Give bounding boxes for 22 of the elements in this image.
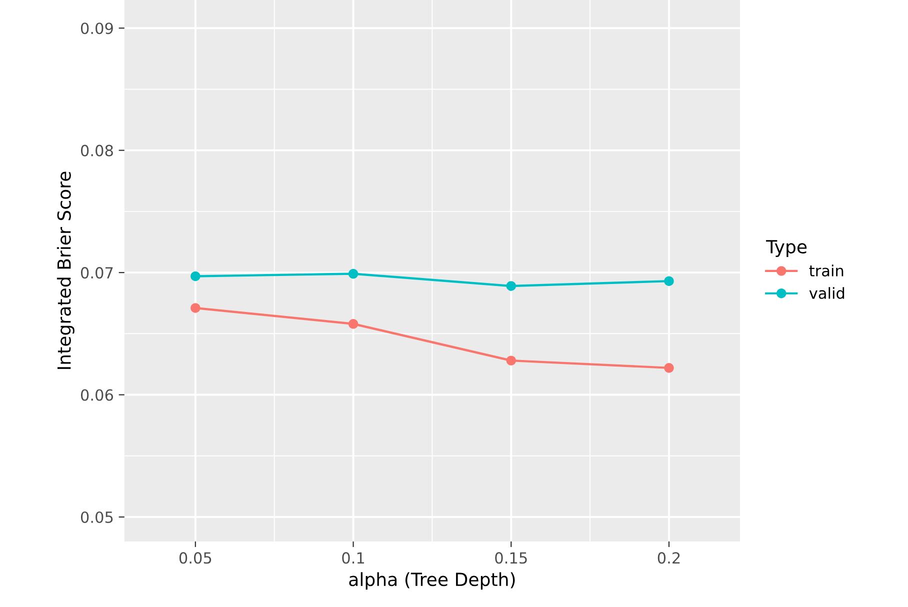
legend-title: Type xyxy=(766,240,807,258)
y-tick-label: 0.08 xyxy=(80,144,113,156)
point xyxy=(348,319,358,329)
legend-label: train xyxy=(809,264,844,276)
x-tick-label: 0.15 xyxy=(495,552,527,564)
y-tick-label: 0.07 xyxy=(80,267,113,279)
y-axis-title: Integrated Brier Score xyxy=(56,172,74,369)
x-tick-label: 0.1 xyxy=(342,552,364,564)
point xyxy=(348,268,358,279)
point xyxy=(664,276,674,286)
y-tick-label: 0.06 xyxy=(80,389,114,401)
x-axis-title: alpha (Tree Depth) xyxy=(349,572,515,590)
legend-label: valid xyxy=(809,287,844,299)
x-tick-label: 0.05 xyxy=(179,552,212,564)
point xyxy=(664,363,674,373)
x-tick-label: 0.2 xyxy=(658,552,680,564)
point xyxy=(506,281,516,291)
point xyxy=(190,271,200,282)
y-tick-label: 0.09 xyxy=(80,22,113,34)
point xyxy=(190,303,200,313)
point xyxy=(506,356,516,366)
y-tick-label: 0.05 xyxy=(80,511,113,524)
